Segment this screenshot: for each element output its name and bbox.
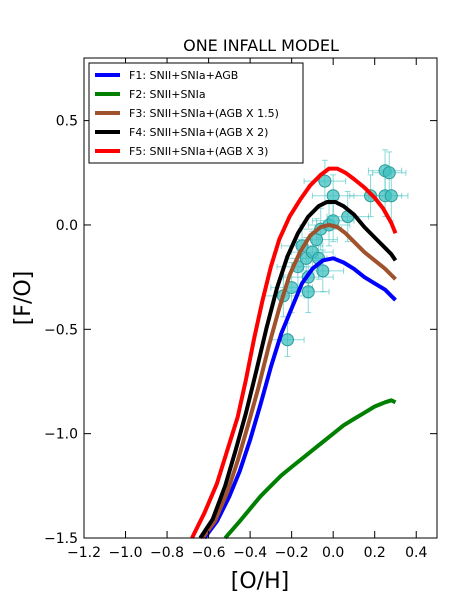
x-tick-label: −0.8 xyxy=(150,545,184,561)
x-tick-label: −0.6 xyxy=(192,545,226,561)
observation-point-13 xyxy=(303,159,347,203)
x-tick-label: 0.2 xyxy=(364,545,386,561)
series-line-1 xyxy=(202,256,397,540)
chart-title: ONE INFALL MODEL xyxy=(183,36,339,55)
legend-item-1: F1: SNII+SNIa+AGB xyxy=(95,69,238,82)
observation-marker xyxy=(301,285,315,299)
observation-marker xyxy=(384,189,398,203)
y-axis-label: [F/O] xyxy=(11,271,36,326)
legend-box xyxy=(88,62,304,164)
observation-point-21 xyxy=(372,151,407,195)
x-tick-label: 0.0 xyxy=(322,545,344,561)
observation-marker xyxy=(382,166,396,180)
observation-marker xyxy=(326,189,340,203)
x-axis-label: [O/H] xyxy=(231,569,289,594)
legend-label: F1: SNII+SNIa+AGB xyxy=(129,69,238,82)
observation-marker xyxy=(316,264,330,278)
series-line-2 xyxy=(223,398,397,540)
observation-point-22 xyxy=(374,170,409,222)
x-tick-label: −1.2 xyxy=(67,545,101,561)
observation-marker xyxy=(318,174,332,188)
legend-item-5: F5: SNII+SNIa+(AGB X 3) xyxy=(95,145,268,158)
y-tick-label: −1.0 xyxy=(44,427,78,443)
y-tick-label: 0.5 xyxy=(56,114,78,130)
legend-item-4: F4: SNII+SNIa+(AGB X 2) xyxy=(95,126,268,139)
legend-label: F5: SNII+SNIa+(AGB X 3) xyxy=(129,145,268,158)
legend-label: F3: SNII+SNIa+(AGB X 1.5) xyxy=(129,107,279,120)
observation-marker xyxy=(280,333,294,347)
legend: F1: SNII+SNIa+AGB F2: SNII+SNIa F3: SNII+S… xyxy=(88,62,304,164)
legend-item-2: F2: SNII+SNIa xyxy=(95,88,206,101)
x-tick-label: −1.0 xyxy=(109,545,143,561)
legend-item-3: F3: SNII+SNIa+(AGB X 1.5) xyxy=(95,107,279,120)
legend-label: F4: SNII+SNIa+(AGB X 2) xyxy=(129,126,268,139)
series-layer xyxy=(190,166,398,540)
y-tick-label: 0.0 xyxy=(56,218,78,234)
ticks-layer: −1.2 −1.0 −0.8 −0.6 −0.4 −0.2 0.0 0.2 0.4 −1.5 −1.… xyxy=(44,58,437,561)
x-tick-label: 0.4 xyxy=(405,545,427,561)
series-line-5 xyxy=(190,166,398,539)
y-tick-label: −1.5 xyxy=(44,531,78,547)
legend-label: F2: SNII+SNIa xyxy=(129,88,206,101)
y-tick-label: −0.5 xyxy=(44,322,78,338)
plot-frame xyxy=(83,57,438,539)
x-tick-label: −0.4 xyxy=(233,545,267,561)
x-tick-label: −0.2 xyxy=(275,545,309,561)
series-line-3 xyxy=(200,223,397,540)
series-line-4 xyxy=(198,200,398,540)
